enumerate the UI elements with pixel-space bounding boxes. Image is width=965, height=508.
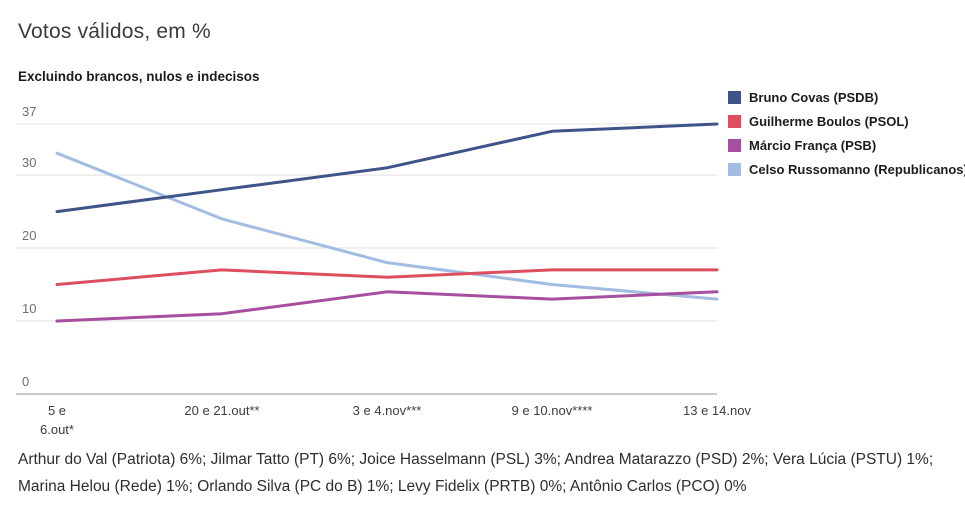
footnote-line-2: Marina Helou (Rede) 1%; Orlando Silva (P… [18, 478, 747, 495]
legend-swatch-icon [728, 162, 741, 176]
legend-label: Guilherme Boulos (PSOL) [749, 113, 909, 129]
legend-swatch-icon [728, 90, 741, 104]
legend-item-m-rcio-fran-a-psb-: Márcio França (PSB) [728, 137, 965, 153]
chart-title: Votos válidos, em % [18, 20, 211, 43]
y-tick-label-37: 37 [22, 104, 37, 119]
y-tick-label-0: 0 [22, 374, 30, 389]
legend-label: Bruno Covas (PSDB) [749, 89, 879, 105]
series-line-bruno-covas-psdb- [55, 122, 719, 214]
x-tick-label-1: 5 e 6.out* [40, 403, 74, 437]
series-line-guilherme-boulos-psol- [55, 268, 719, 286]
footnote: Arthur do Val (Patriota) 6%; Jilmar Tatt… [18, 446, 933, 500]
legend: Bruno Covas (PSDB) Guilherme Boulos (PSOL… [728, 90, 965, 186]
line-chart [16, 122, 719, 395]
legend-item-guilherme-boulos-psol-: Guilherme Boulos (PSOL) [728, 113, 965, 129]
legend-label: Celso Russomanno (Republicanos) [749, 161, 965, 177]
footnote-line-1: Arthur do Val (Patriota) 6%; Jilmar Tatt… [18, 451, 934, 468]
series-line-m-rcio-fran-a-psb- [55, 290, 719, 323]
x-tick-label-2: 20 e 21.out** [184, 403, 260, 418]
legend-swatch-icon [728, 138, 741, 152]
chart-subtitle: Excluindo brancos, nulos e indecisos [18, 69, 260, 84]
x-tick-label-5: 13 e 14.nov [683, 403, 751, 418]
legend-item-bruno-covas-psdb-: Bruno Covas (PSDB) [728, 89, 965, 105]
legend-item-celso-russomanno-republicanos-: Celso Russomanno (Republicanos) [728, 161, 965, 177]
y-tick-label-20: 20 [22, 228, 37, 244]
legend-swatch-icon [728, 114, 741, 128]
legend-label: Márcio França (PSB) [749, 137, 877, 153]
y-tick-label-30: 30 [22, 155, 37, 171]
y-tick-label-10: 10 [22, 301, 37, 317]
x-tick-label-4: 9 e 10.nov**** [511, 403, 593, 418]
x-tick-label-3: 3 e 4.nov*** [352, 403, 422, 418]
